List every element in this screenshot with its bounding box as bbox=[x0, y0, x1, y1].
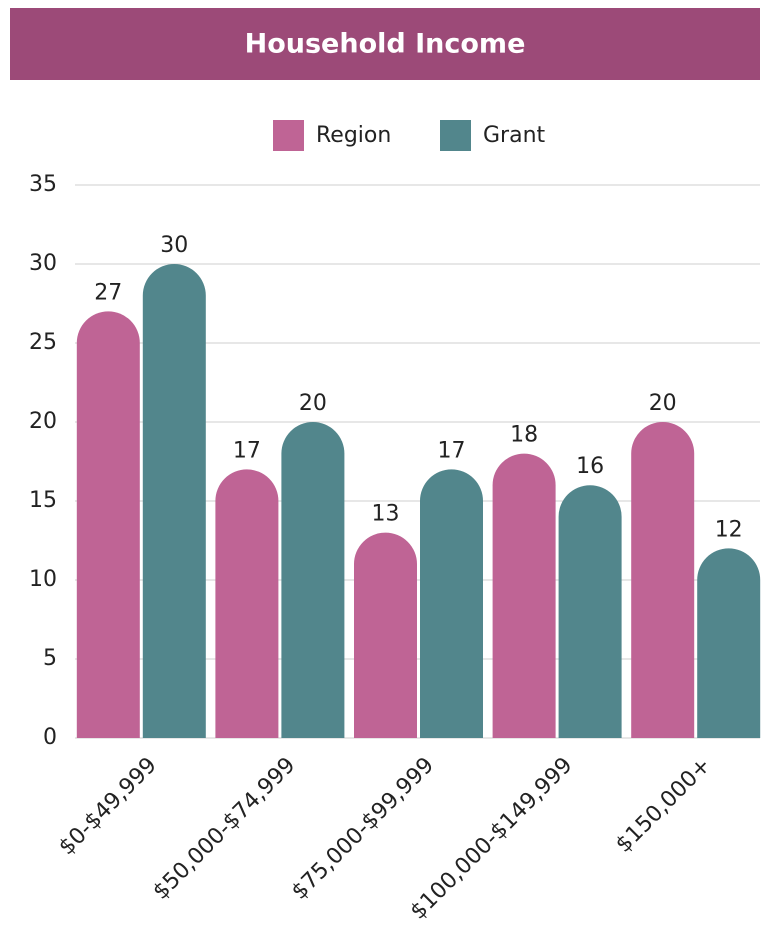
legend-label: Grant bbox=[483, 123, 546, 148]
bar bbox=[420, 469, 483, 738]
x-tick-label: $0-$49,999 bbox=[54, 753, 161, 860]
bar bbox=[354, 532, 417, 738]
y-tick-label: 15 bbox=[29, 488, 57, 513]
y-tick-label: 10 bbox=[29, 567, 57, 592]
bar bbox=[281, 422, 345, 738]
y-tick-label: 30 bbox=[29, 251, 57, 276]
y-tick-label: 5 bbox=[43, 646, 57, 671]
data-label: 17 bbox=[233, 438, 261, 463]
data-label: 13 bbox=[372, 502, 400, 527]
title-banner bbox=[10, 8, 760, 80]
bar bbox=[215, 469, 279, 738]
data-label: 18 bbox=[510, 423, 538, 448]
bar bbox=[142, 264, 206, 738]
legend-label: Region bbox=[316, 123, 391, 148]
bar bbox=[697, 548, 761, 738]
y-tick-label: 35 bbox=[29, 172, 57, 197]
bar bbox=[631, 422, 695, 738]
bar bbox=[76, 311, 140, 738]
data-label: 20 bbox=[649, 391, 677, 416]
legend-swatch bbox=[440, 120, 471, 151]
x-tick-label: $50,000-$74,999 bbox=[148, 753, 300, 905]
legend-swatch bbox=[273, 120, 304, 151]
x-tick-label: $75,000-$99,999 bbox=[287, 753, 439, 905]
data-label: 20 bbox=[299, 391, 327, 416]
x-tick-label: $100,000-$149,999 bbox=[406, 753, 578, 925]
chart-title: Household Income bbox=[245, 29, 526, 60]
data-label: 27 bbox=[94, 280, 122, 305]
data-label: 17 bbox=[438, 438, 466, 463]
y-tick-label: 20 bbox=[29, 409, 57, 434]
data-label: 30 bbox=[160, 233, 188, 258]
x-tick-label: $150,000+ bbox=[611, 753, 716, 858]
y-tick-label: 0 bbox=[43, 725, 57, 750]
bar bbox=[558, 485, 622, 738]
data-label: 16 bbox=[576, 454, 604, 479]
data-label: 12 bbox=[715, 517, 743, 542]
y-tick-label: 25 bbox=[29, 330, 57, 355]
bar bbox=[492, 453, 556, 738]
